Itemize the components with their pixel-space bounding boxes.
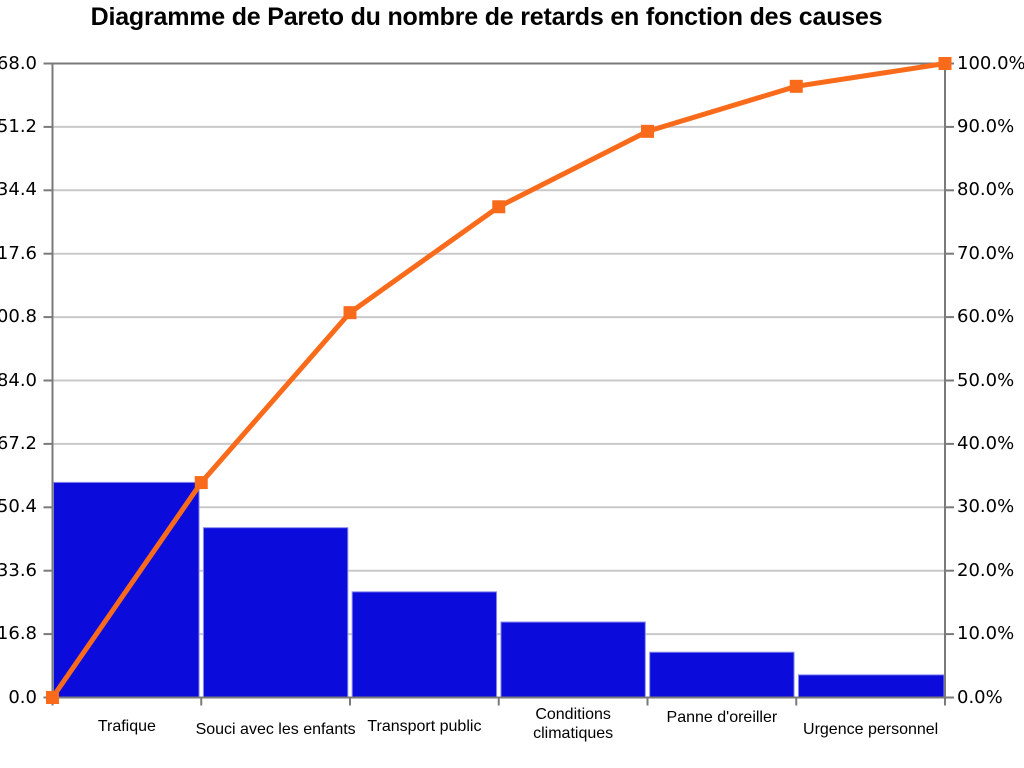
- left-axis-tick-label: 100.8: [0, 306, 37, 328]
- category-label-1: Trafique: [97, 718, 156, 735]
- right-axis-tick-label: 90.0%: [957, 115, 1015, 137]
- left-axis-tick-label: 168.0: [0, 52, 37, 74]
- right-axis-tick-label: 60.0%: [957, 306, 1015, 328]
- cumulative-marker-1: [194, 476, 208, 490]
- left-axis-tick-label: 0.0: [8, 686, 37, 708]
- cumulative-marker-2: [343, 306, 357, 320]
- left-axis-tick-label: 16.8: [0, 623, 37, 645]
- cumulative-marker-6: [938, 57, 952, 70]
- bar-2: [202, 527, 349, 699]
- category-label-2: Souci avec les enfants: [195, 721, 356, 738]
- category-label-5: Panne d'oreiller: [666, 709, 778, 726]
- left-axis-tick-label: 151.2: [0, 115, 37, 137]
- left-axis-tick-label: 117.6: [0, 242, 37, 264]
- right-axis-tick-label: 50.0%: [957, 369, 1015, 391]
- bar-4: [500, 621, 646, 698]
- category-label-3: Transport public: [367, 718, 482, 735]
- right-axis-tick-label: 20.0%: [957, 559, 1015, 581]
- right-axis-tick-label: 70.0%: [957, 242, 1015, 264]
- cumulative-marker-3: [492, 200, 506, 214]
- right-axis-tick-label: 80.0%: [957, 179, 1015, 201]
- bar-6: [797, 674, 945, 698]
- bar-5: [649, 651, 795, 699]
- cumulative-marker-4: [641, 124, 654, 138]
- left-axis-tick-label: 33.6: [0, 559, 37, 581]
- bar-3: [351, 591, 498, 698]
- right-axis-tick-label: 40.0%: [957, 432, 1015, 454]
- left-axis-tick-label: 50.4: [0, 496, 37, 518]
- left-axis-tick-label: 134.4: [0, 179, 37, 201]
- category-label-4: Conditions climatiques: [533, 706, 614, 742]
- cumulative-marker-0: [46, 691, 59, 704]
- chart-title: Diagramme de Pareto du nombre de retards…: [90, 3, 883, 31]
- right-axis-tick-label: 100.0%: [957, 52, 1024, 74]
- cumulative-marker-5: [789, 79, 803, 93]
- right-axis-tick-label: 0.0%: [957, 686, 1003, 708]
- right-axis-tick-label: 30.0%: [957, 496, 1015, 518]
- left-axis-tick-label: 84.0: [0, 369, 37, 391]
- left-axis-tick-label: 67.2: [0, 432, 37, 454]
- category-label-6: Urgence personnel: [803, 721, 939, 738]
- right-axis-tick-label: 10.0%: [957, 623, 1015, 645]
